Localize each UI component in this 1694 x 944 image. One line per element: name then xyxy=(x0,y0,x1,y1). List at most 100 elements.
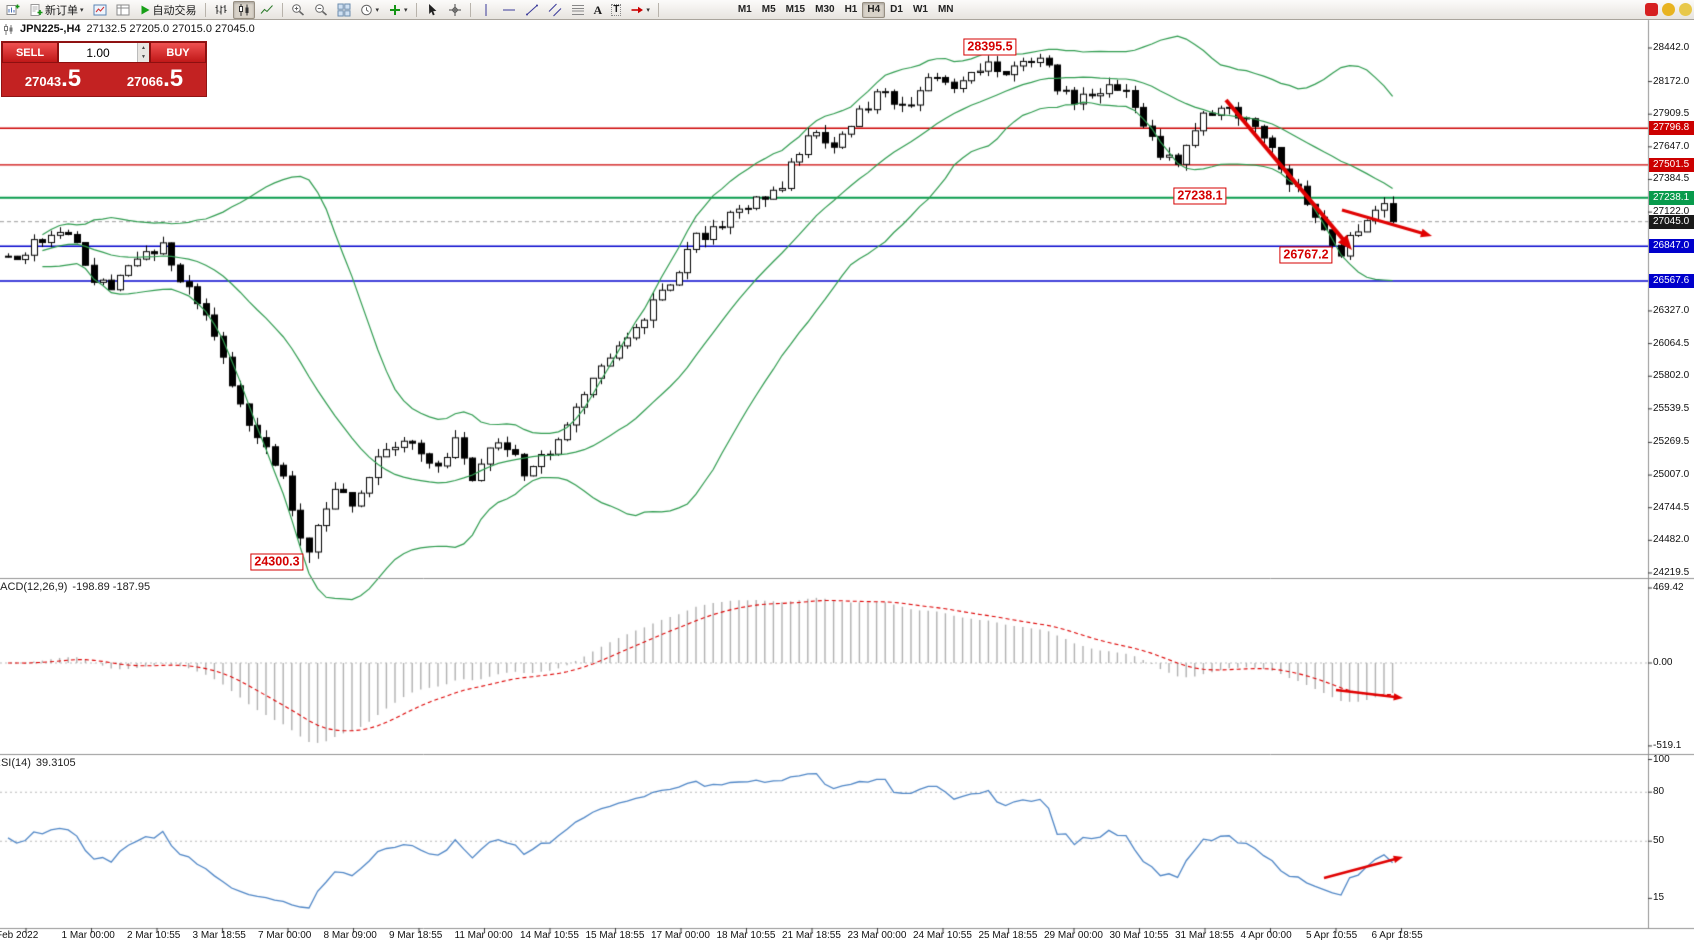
time-axis-label: 29 Mar 00:00 xyxy=(1044,930,1103,941)
text-tool-button[interactable]: A xyxy=(590,1,607,19)
timeframe-button-m5[interactable]: M5 xyxy=(757,2,781,18)
time-axis-label: 8 Mar 09:00 xyxy=(323,930,377,941)
price-badge: 27796.8 xyxy=(1649,121,1694,136)
time-axis-label: 6 Apr 18:55 xyxy=(1371,930,1423,941)
macd-axis-label: -519.1 xyxy=(1653,739,1682,751)
tile-windows-button[interactable] xyxy=(333,1,355,19)
buy-button[interactable]: BUY xyxy=(150,42,206,63)
timeframe-button-h1[interactable]: H1 xyxy=(840,2,863,18)
new-chart-button[interactable] xyxy=(2,1,24,19)
price-scale[interactable]: 28442.0 28172.0 27909.5 27647.0 27384.5 27122… xyxy=(1649,0,1694,944)
time-axis[interactable]: Feb 2022 1 Mar 00:00 2 Mar 10:55 3 Mar 18:5… xyxy=(0,930,1694,944)
rsi-axis-label: 100 xyxy=(1653,753,1670,765)
rsi-axis-label: 15 xyxy=(1653,892,1665,904)
data-window-button[interactable] xyxy=(112,1,134,19)
time-axis-label: 9 Mar 18:55 xyxy=(389,930,443,941)
rsi-axis-label: 50 xyxy=(1653,835,1665,847)
new-order-icon xyxy=(30,3,43,16)
label-tool-button[interactable]: T xyxy=(607,1,625,19)
channel-tool-button[interactable] xyxy=(544,1,566,19)
buy-price[interactable]: 27066.5 xyxy=(126,65,184,92)
price-axis-label: 24219.5 xyxy=(1653,566,1690,578)
cursor-button[interactable] xyxy=(421,1,443,19)
zoom-out-icon xyxy=(314,3,327,16)
time-axis-label: 7 Mar 00:00 xyxy=(258,930,312,941)
horizontal-line-tool-button[interactable] xyxy=(498,1,520,19)
price-annotation[interactable]: 26767.2 xyxy=(1279,246,1333,264)
arrow-tool-icon xyxy=(631,6,644,13)
time-axis-label: 11 Mar 00:00 xyxy=(454,930,513,941)
toolbar-separator xyxy=(281,2,283,17)
caret-down-icon: ▾ xyxy=(80,6,84,14)
vertical-line-icon xyxy=(485,3,487,16)
bar-chart-type-button[interactable] xyxy=(210,1,232,19)
timeframe-button-m15[interactable]: M15 xyxy=(781,2,810,18)
price-axis-label: 27122.0 xyxy=(1653,206,1690,218)
time-axis-label: 15 Mar 18:55 xyxy=(585,930,645,941)
mql-community-icon[interactable] xyxy=(1645,3,1658,16)
zoom-out-button[interactable] xyxy=(310,1,332,19)
data-window-icon xyxy=(116,4,130,15)
chart-ohlc-header: JPN225-,H4 27132.5 27205.0 27015.0 27045… xyxy=(3,23,255,35)
rsi-axis-label: 80 xyxy=(1653,786,1665,798)
volume-up-button[interactable]: ▲ xyxy=(138,43,149,53)
timeframe-button-mn[interactable]: MN xyxy=(933,2,959,18)
price-annotation[interactable]: 28395.5 xyxy=(963,38,1017,56)
candlestick-type-button[interactable] xyxy=(232,0,255,19)
price-badge: 27501.5 xyxy=(1649,157,1694,172)
price-annotation[interactable]: 27238.1 xyxy=(1173,187,1227,205)
price-axis-label: 25007.0 xyxy=(1653,469,1690,481)
rsi-label: RSI(14)39.3105 xyxy=(0,757,76,769)
sell-button[interactable]: SELL xyxy=(2,42,58,63)
price-axis-label: 28172.0 xyxy=(1653,75,1690,87)
vertical-line-tool-button[interactable] xyxy=(475,1,497,19)
clock-icon xyxy=(360,4,372,15)
arrow-tools-button[interactable]: ▾ xyxy=(626,1,654,19)
time-axis-label: 23 Mar 00:00 xyxy=(847,930,907,941)
periods-dropdown-button[interactable]: ▾ xyxy=(356,1,384,19)
timeframe-button-d1[interactable]: D1 xyxy=(885,2,908,18)
trendline-tool-button[interactable] xyxy=(521,1,543,19)
help-icon[interactable] xyxy=(1679,3,1692,16)
time-axis-label: 5 Apr 10:55 xyxy=(1306,930,1358,941)
macd-axis-label: 469.42 xyxy=(1653,582,1684,593)
toolbar-separator xyxy=(415,2,417,17)
volume-input[interactable] xyxy=(59,43,137,62)
auto-trading-button[interactable]: 自动交易 xyxy=(135,1,201,19)
time-axis-label: 31 Mar 18:55 xyxy=(1175,930,1234,941)
time-axis-label: 25 Mar 18:55 xyxy=(978,930,1038,941)
time-axis-label: 24 Mar 10:55 xyxy=(913,930,972,941)
price-axis-label: 26327.0 xyxy=(1653,304,1690,316)
time-axis-label: 14 Mar 10:55 xyxy=(520,930,579,941)
timeframe-toolbar: M1 M5 M15 M30 H1 H4 D1 W1 MN xyxy=(733,1,959,18)
price-axis-label: 24482.0 xyxy=(1653,534,1690,546)
time-axis-label: 17 Mar 00:00 xyxy=(651,930,710,941)
volume-down-button[interactable]: ▼ xyxy=(138,52,149,62)
new-chart-icon xyxy=(6,4,20,15)
price-axis-label: 27384.5 xyxy=(1653,173,1690,185)
price-annotation[interactable]: 24300.3 xyxy=(250,553,304,571)
timeframe-button-w1[interactable]: W1 xyxy=(908,2,933,18)
fibonacci-tool-button[interactable] xyxy=(567,1,589,19)
ohlc-values: 27132.5 27205.0 27015.0 27045.0 xyxy=(86,23,255,35)
market-watch-button[interactable] xyxy=(89,1,111,19)
indicators-plus-icon xyxy=(390,4,401,15)
line-chart-type-button[interactable] xyxy=(256,1,278,19)
alert-icon[interactable] xyxy=(1662,3,1675,16)
timeframe-button-m1[interactable]: M1 xyxy=(733,2,757,18)
zoom-in-button[interactable] xyxy=(287,1,309,19)
caret-down-icon: ▾ xyxy=(404,6,408,14)
tile-windows-icon xyxy=(337,3,351,16)
toolbar: 新订单 ▾ 自动交易 ▾ ▾ A T ▾ M1 M5 M15 M30 H1 H4 D1 W1 MN xyxy=(0,0,1694,20)
macd-label: MACD(12,26,9)-198.89 -187.95 xyxy=(0,581,151,593)
price-axis-label: 25539.5 xyxy=(1653,402,1690,414)
new-order-button[interactable]: 新订单 ▾ xyxy=(25,1,88,19)
price-badge: 26567.6 xyxy=(1649,274,1694,289)
indicators-button[interactable]: ▾ xyxy=(384,1,412,19)
sell-price[interactable]: 27043.5 xyxy=(24,65,82,92)
horizontal-line-icon xyxy=(502,9,515,10)
timeframe-button-h4[interactable]: H4 xyxy=(862,1,886,18)
timeframe-button-m30[interactable]: M30 xyxy=(810,2,839,18)
crosshair-button[interactable] xyxy=(444,1,466,19)
